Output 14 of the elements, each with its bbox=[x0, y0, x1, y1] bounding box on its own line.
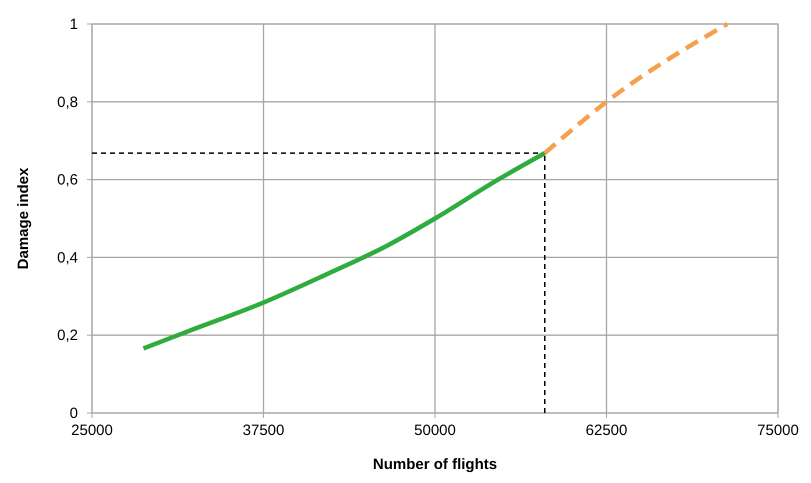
y-tick-label: 0,2 bbox=[57, 327, 78, 344]
x-tick-label: 75000 bbox=[757, 422, 799, 439]
x-tick-label: 62500 bbox=[586, 422, 628, 439]
x-tick-label: 25000 bbox=[71, 422, 113, 439]
x-tick-label: 37500 bbox=[242, 422, 284, 439]
line-series bbox=[141, 150, 548, 351]
y-tick-label: 1 bbox=[70, 16, 78, 33]
y-tick-label: 0,6 bbox=[57, 172, 78, 189]
x-axis-title: Number of flights bbox=[372, 456, 498, 473]
y-tick-label: 0 bbox=[70, 405, 78, 422]
x-tick-label: 50000 bbox=[414, 422, 456, 439]
y-axis-title: Damage index bbox=[15, 167, 32, 270]
y-tick-label: 0,8 bbox=[57, 94, 78, 111]
y-tick-label: 0,4 bbox=[57, 249, 78, 266]
